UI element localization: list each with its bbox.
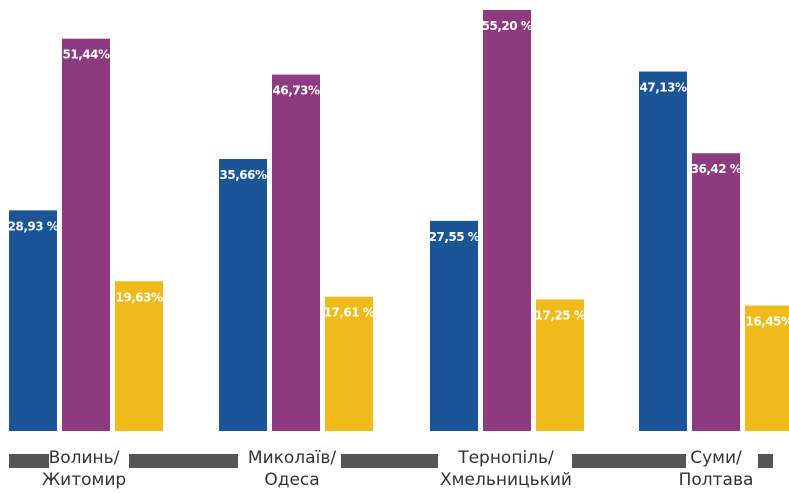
category-label: Хмельницький	[440, 470, 572, 490]
bar	[325, 296, 373, 431]
bar-value-label: 36,42 %	[691, 162, 742, 176]
bar-value-label: 47,13%	[640, 81, 687, 95]
bar-value-label: 27,55 %	[429, 230, 480, 244]
bar	[62, 38, 110, 431]
bar-value-label: 19,63%	[116, 290, 163, 304]
bar-value-label: 46,73%	[273, 84, 320, 98]
bar-value-label: 55,20 %	[482, 19, 533, 33]
category-label: Тернопіль/	[457, 448, 554, 468]
bar	[639, 71, 687, 431]
category-label: Полтава	[679, 470, 754, 490]
bar	[430, 220, 478, 431]
axis-segment	[341, 454, 438, 468]
bar	[483, 10, 531, 431]
bar-value-label: 17,25 %	[535, 308, 586, 322]
bar-value-label: 35,66%	[220, 168, 267, 182]
bar	[115, 281, 163, 431]
category-label: Миколаїв/	[248, 448, 336, 468]
bar	[536, 299, 584, 431]
bar	[692, 153, 740, 432]
bar-value-label: 17,61 %	[324, 306, 375, 320]
category-label: Житомир	[42, 470, 126, 490]
axis-segment	[758, 454, 773, 468]
bar-value-label: 16,45%	[746, 315, 789, 329]
axis-segment	[129, 454, 238, 468]
category-label: Одеса	[264, 470, 319, 490]
bar-value-label: 28,93 %	[8, 219, 59, 233]
category-label: Суми/	[690, 448, 742, 468]
bar	[272, 74, 320, 431]
axis-segment	[9, 454, 49, 468]
category-label: Волинь/	[49, 448, 120, 468]
axis-segment	[572, 454, 686, 468]
bar-value-label: 51,44%	[63, 48, 110, 62]
bar	[745, 305, 789, 431]
bar	[9, 210, 57, 431]
bar	[219, 159, 267, 431]
